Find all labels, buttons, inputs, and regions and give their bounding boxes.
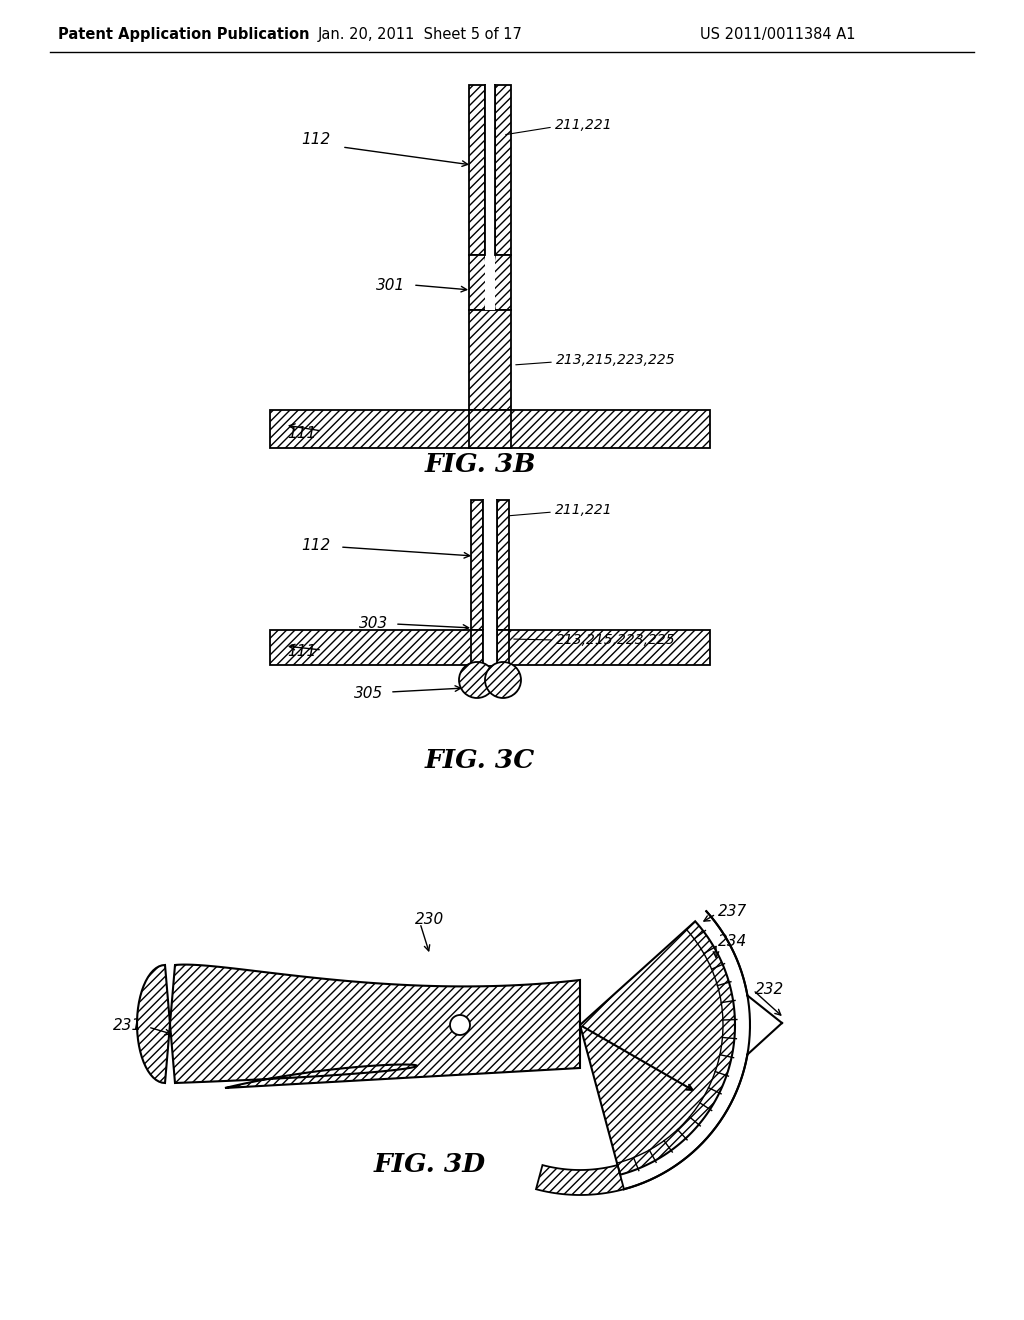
Bar (270, 630, 710, 665)
Bar (483, 500, 497, 630)
Text: 301: 301 (376, 277, 406, 293)
Bar (469, 84, 485, 255)
Text: FIG. 3B: FIG. 3B (424, 453, 536, 478)
Bar (483, 630, 497, 665)
Polygon shape (490, 255, 511, 310)
Text: 112: 112 (301, 537, 330, 553)
Text: 213,215,223,225: 213,215,223,225 (556, 634, 676, 647)
Polygon shape (469, 255, 489, 310)
Circle shape (485, 663, 521, 698)
Bar (270, 411, 710, 447)
Text: 237: 237 (718, 904, 748, 920)
Text: 213,215,223,225: 213,215,223,225 (556, 352, 676, 367)
Text: FIG. 3D: FIG. 3D (374, 1152, 486, 1177)
Bar (469, 310, 511, 411)
Text: Patent Application Publication: Patent Application Publication (58, 28, 309, 42)
Text: 111: 111 (287, 644, 316, 660)
Text: 211,221: 211,221 (555, 117, 612, 132)
Bar (471, 500, 483, 630)
Text: 232: 232 (755, 982, 784, 998)
Text: FIG. 3C: FIG. 3C (425, 747, 536, 772)
Bar (495, 84, 511, 255)
Text: 230: 230 (415, 912, 444, 928)
Bar (471, 630, 483, 665)
Text: 305: 305 (353, 685, 383, 701)
Polygon shape (137, 965, 580, 1088)
Bar (469, 411, 511, 447)
Text: 111: 111 (287, 425, 316, 441)
Bar (497, 630, 509, 665)
Text: US 2011/0011384 A1: US 2011/0011384 A1 (700, 28, 855, 42)
Text: Jan. 20, 2011  Sheet 5 of 17: Jan. 20, 2011 Sheet 5 of 17 (317, 28, 522, 42)
Polygon shape (536, 1166, 624, 1195)
Text: 231: 231 (113, 1018, 142, 1032)
Text: 211,221: 211,221 (555, 503, 612, 517)
Bar (485, 255, 495, 310)
Text: 112: 112 (301, 132, 330, 148)
Circle shape (459, 663, 495, 698)
Text: 303: 303 (358, 615, 388, 631)
Bar (485, 84, 495, 255)
Circle shape (450, 1015, 470, 1035)
Text: 234: 234 (718, 935, 748, 949)
Polygon shape (580, 921, 735, 1175)
Bar (497, 500, 509, 630)
